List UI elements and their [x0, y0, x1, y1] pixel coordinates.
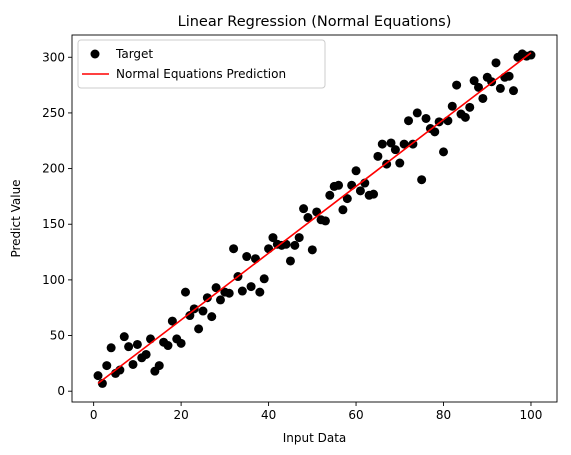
data-point	[155, 361, 164, 370]
data-point	[478, 94, 487, 103]
legend: Target Normal Equations Prediction	[78, 40, 325, 88]
data-point	[177, 339, 186, 348]
data-point	[448, 102, 457, 111]
data-point	[308, 245, 317, 254]
data-point	[505, 72, 514, 81]
data-point	[295, 233, 304, 242]
data-point	[94, 371, 103, 380]
data-point	[443, 116, 452, 125]
y-tick-label: 200	[42, 162, 65, 176]
data-point	[491, 58, 500, 67]
data-point	[356, 186, 365, 195]
data-point	[129, 360, 138, 369]
data-point	[352, 166, 361, 175]
y-tick-label: 50	[50, 329, 65, 343]
data-point	[395, 159, 404, 168]
data-point	[465, 103, 474, 112]
data-point	[264, 244, 273, 253]
data-point	[260, 274, 269, 283]
data-point	[422, 114, 431, 123]
data-point	[120, 332, 129, 341]
data-point	[312, 207, 321, 216]
data-point	[413, 108, 422, 117]
legend-label-prediction: Normal Equations Prediction	[116, 67, 286, 81]
data-point	[238, 287, 247, 296]
y-tick-label: 150	[42, 217, 65, 231]
data-point	[369, 190, 378, 199]
data-point	[509, 86, 518, 95]
data-point	[378, 140, 387, 149]
data-point	[142, 350, 151, 359]
y-tick-label: 0	[57, 384, 65, 398]
x-tick-label: 80	[436, 408, 451, 422]
data-point	[229, 244, 238, 253]
data-point	[133, 340, 142, 349]
data-point	[461, 113, 470, 122]
data-point	[198, 307, 207, 316]
y-tick-label: 100	[42, 273, 65, 287]
y-tick-label: 300	[42, 50, 65, 64]
data-point	[452, 81, 461, 90]
data-point	[338, 205, 347, 214]
data-point	[391, 145, 400, 154]
x-tick-label: 0	[90, 408, 98, 422]
data-point	[325, 191, 334, 200]
y-axis-label: Predict Value	[9, 179, 23, 257]
data-point	[404, 116, 413, 125]
x-axis-label: Input Data	[283, 431, 347, 445]
data-point	[216, 295, 225, 304]
data-point	[225, 289, 234, 298]
data-point	[290, 241, 299, 250]
data-point	[107, 343, 116, 352]
data-point	[282, 240, 291, 249]
data-point	[102, 361, 111, 370]
x-tick-label: 60	[348, 408, 363, 422]
data-point	[373, 152, 382, 161]
y-tick-label: 250	[42, 106, 65, 120]
data-point	[417, 175, 426, 184]
chart-title: Linear Regression (Normal Equations)	[178, 14, 452, 30]
data-point	[321, 216, 330, 225]
legend-label-target: Target	[115, 47, 153, 61]
data-point	[242, 252, 251, 261]
data-point	[124, 342, 133, 351]
data-point	[286, 256, 295, 265]
data-point	[181, 288, 190, 297]
data-point	[194, 324, 203, 333]
data-point	[439, 147, 448, 156]
data-point	[146, 334, 155, 343]
legend-marker-target	[91, 50, 100, 59]
x-tick-label: 100	[520, 408, 543, 422]
data-point	[334, 181, 343, 190]
data-point	[247, 282, 256, 291]
data-point	[207, 312, 216, 321]
data-point	[347, 181, 356, 190]
data-point	[163, 341, 172, 350]
data-point	[251, 254, 260, 263]
data-point	[496, 84, 505, 93]
data-point	[255, 288, 264, 297]
x-tick-label: 40	[261, 408, 276, 422]
x-tick-label: 20	[173, 408, 188, 422]
data-point	[299, 204, 308, 213]
